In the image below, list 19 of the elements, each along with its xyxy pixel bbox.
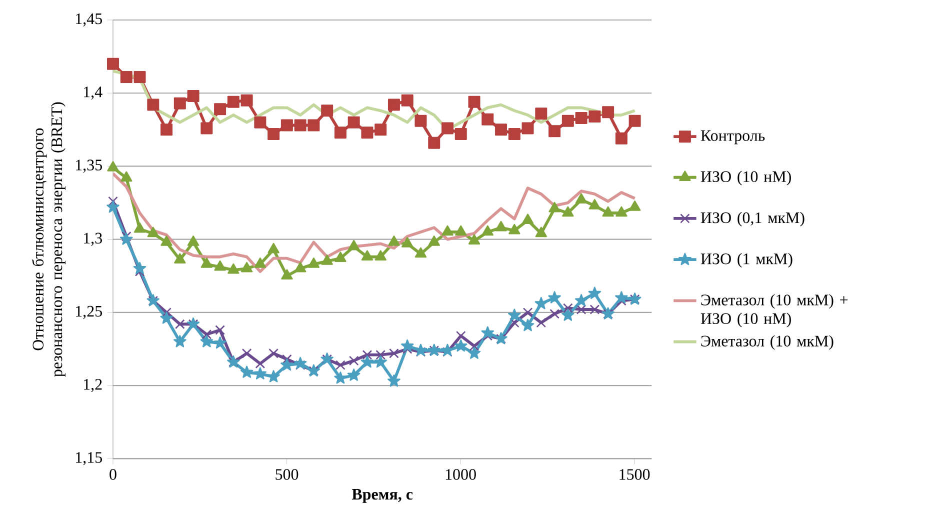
y-tick-label: 1,25 <box>76 306 102 320</box>
y-tick-label: 1,45 <box>76 14 102 27</box>
x-axis-title: Время, с <box>352 489 413 504</box>
y-tick-label: 1,2 <box>84 379 102 392</box>
x-tick-label: 1000 <box>446 469 476 480</box>
x-tick-label: 1500 <box>620 469 650 480</box>
y-tick-label: 1,15 <box>76 452 102 466</box>
legend-label: ИЗО (0,1 мкМ) <box>700 212 804 227</box>
legend-label: Эметазол (10 мкМ) <box>701 335 834 350</box>
y-tick-label: 1,4 <box>84 86 102 100</box>
y-tick-label: 1,35 <box>76 160 102 173</box>
x-tick-label: 500 <box>276 469 298 480</box>
legend-label: ИЗО (1 мкМ) <box>700 253 792 268</box>
y-axis-title: Отношение бтлюминисцентрого резонансного переноса энергии (BRET) <box>32 102 66 377</box>
legend-label: Контроль <box>700 130 765 144</box>
legend-label: ИЗО (10 нМ) <box>700 170 791 186</box>
legend-label: Эметазол (10 мкМ) + ИЗО (10 нМ) <box>700 294 848 328</box>
y-tick-label: 1,3 <box>84 232 102 246</box>
x-tick-label: 0 <box>110 469 116 480</box>
